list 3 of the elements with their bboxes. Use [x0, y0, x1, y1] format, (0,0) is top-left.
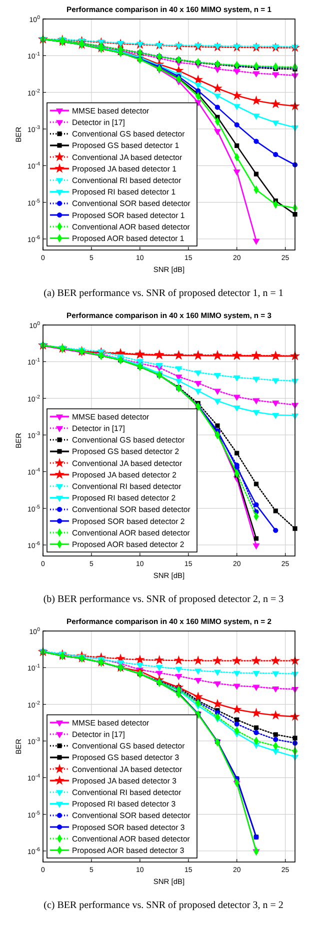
text: (c) BER performance vs. SNR of proposed detector 3, n = 2 — [44, 900, 284, 911]
text: (b) BER performance vs. SNR of proposed detector 2, n = 3 — [43, 594, 284, 605]
text: (a) BER performance vs. SNR of proposed detector 1, n = 1 — [44, 288, 284, 299]
